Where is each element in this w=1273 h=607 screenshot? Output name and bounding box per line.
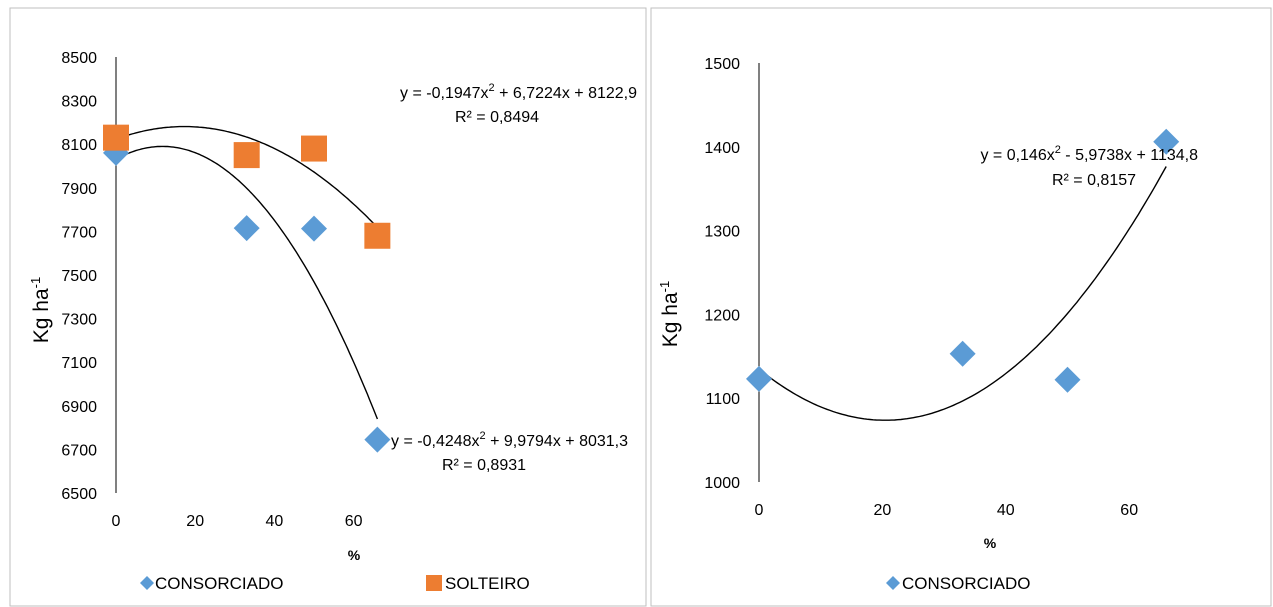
y-tick-label: 6700 <box>61 442 97 459</box>
y-tick-label: 6900 <box>61 399 97 416</box>
right-x-axis-title: % <box>984 535 997 551</box>
right-chart-border <box>650 7 1272 607</box>
y-tick-label: 6500 <box>61 486 97 503</box>
right-y-axis-title-main: Kg ha <box>659 292 682 347</box>
consorciado-left-equation-sup: 2 <box>480 430 486 442</box>
legend-right-consorciado-marker <box>886 576 900 590</box>
x-tick-label: 0 <box>755 502 764 519</box>
right-trendlines <box>758 166 1167 421</box>
y-tick-label: 1400 <box>704 140 740 157</box>
left-x-tick-labels: 0 20 40 60 <box>112 513 363 530</box>
consorciado-right-equation-post: - 5,9738x + 1134,8 <box>1061 147 1198 164</box>
y-tick-label: 8500 <box>61 50 97 67</box>
x-tick-label: 40 <box>266 513 284 530</box>
x-tick-label: 60 <box>345 513 363 530</box>
x-tick-label: 60 <box>1120 502 1138 519</box>
left-y-tick-labels: 6500 6700 6900 7100 7300 7500 7700 7900 8100 8300… <box>61 50 97 503</box>
legend-solteiro-label: SOLTEIRO <box>445 574 530 593</box>
x-tick-label: 40 <box>997 502 1015 519</box>
right-y-axis-title-sup: -1 <box>657 281 672 293</box>
data-point-solteiro <box>103 124 129 151</box>
consorciado-left-equation-pre: y = -0,4248x <box>391 433 480 450</box>
y-tick-label: 7500 <box>61 268 97 285</box>
y-tick-label: 7700 <box>61 224 97 241</box>
x-tick-label: 20 <box>186 513 204 530</box>
right-y-tick-labels: 1000 1100 1200 1300 1400 1500 <box>704 56 740 492</box>
left-y-axis-title: Kg ha-1 <box>28 277 53 343</box>
left-chart: 6500 6700 6900 7100 7300 7500 7700 7900 8100 8300… <box>9 7 647 607</box>
solteiro-equation-pre: y = -0,1947x <box>400 85 489 102</box>
left-y-axis-title-main: Kg ha <box>30 288 53 343</box>
right-x-tick-labels: 0 20 40 60 <box>755 502 1139 519</box>
y-tick-label: 1500 <box>704 56 740 73</box>
legend-consorciado-label: CONSORCIADO <box>155 574 283 593</box>
legend-solteiro-marker <box>426 575 442 591</box>
left-data-points <box>103 124 391 453</box>
consorciado-left-r2: R² = 0,8931 <box>442 457 526 474</box>
consorciado-right-equation-pre: y = 0,146x <box>980 147 1054 164</box>
y-tick-label: 1200 <box>704 307 740 324</box>
left-legend: CONSORCIADO SOLTEIRO <box>140 574 530 593</box>
y-tick-label: 8300 <box>61 94 97 111</box>
right-legend: CONSORCIADO <box>886 574 1030 593</box>
trendline-solteiro <box>115 125 378 228</box>
consorciado-right-r2: R² = 0,8157 <box>1052 172 1136 189</box>
y-tick-label: 7900 <box>61 181 97 198</box>
y-tick-label: 7100 <box>61 355 97 372</box>
consorciado-right-equation-sup: 2 <box>1055 144 1061 156</box>
y-tick-label: 7300 <box>61 312 97 329</box>
x-tick-label: 0 <box>112 513 121 530</box>
y-tick-label: 1100 <box>706 391 741 408</box>
data-point-consorciado <box>1054 366 1081 393</box>
left-y-axis-title-sup: -1 <box>28 277 43 289</box>
right-y-axis-title: Kg ha-1 <box>657 281 682 347</box>
x-tick-label: 20 <box>874 502 892 519</box>
left-trendlines <box>115 125 379 420</box>
solteiro-r2: R² = 0,8494 <box>455 109 539 126</box>
solteiro-equation-sup: 2 <box>489 82 495 94</box>
data-point-solteiro <box>301 135 327 162</box>
right-data-points <box>746 128 1180 393</box>
data-point-consorciado <box>364 426 391 453</box>
data-point-consorciado <box>301 215 327 242</box>
trendline-consorciado <box>115 145 379 420</box>
consorciado-left-equation: y = -0,4248x2 + 9,9794x + 8031,3 <box>391 430 628 450</box>
y-tick-label: 8100 <box>61 137 97 154</box>
solteiro-equation: y = -0,1947x2 + 6,7224x + 8122,9 <box>400 82 637 102</box>
y-tick-label: 1300 <box>704 224 740 241</box>
data-point-consorciado <box>746 365 772 392</box>
consorciado-right-equation: y = 0,146x2 - 5,9738x + 1134,8 <box>980 144 1198 164</box>
left-x-axis-title: % <box>348 547 361 563</box>
consorciado-left-equation-post: + 9,9794x + 8031,3 <box>486 433 628 450</box>
trendline-consorciado <box>758 166 1167 421</box>
data-point-solteiro <box>233 142 260 169</box>
data-point-consorciado <box>233 215 260 242</box>
data-point-consorciado <box>1153 128 1180 155</box>
y-tick-label: 1000 <box>704 475 740 492</box>
legend-right-consorciado-label: CONSORCIADO <box>902 574 1030 593</box>
legend-consorciado-marker <box>140 576 154 590</box>
right-chart: 1000 1100 1200 1300 1400 1500 0 20 40 60 % Kg ha… <box>650 7 1272 607</box>
data-point-consorciado <box>949 340 976 367</box>
data-point-solteiro <box>364 222 391 249</box>
solteiro-equation-post: + 6,7224x + 8122,9 <box>495 85 637 102</box>
